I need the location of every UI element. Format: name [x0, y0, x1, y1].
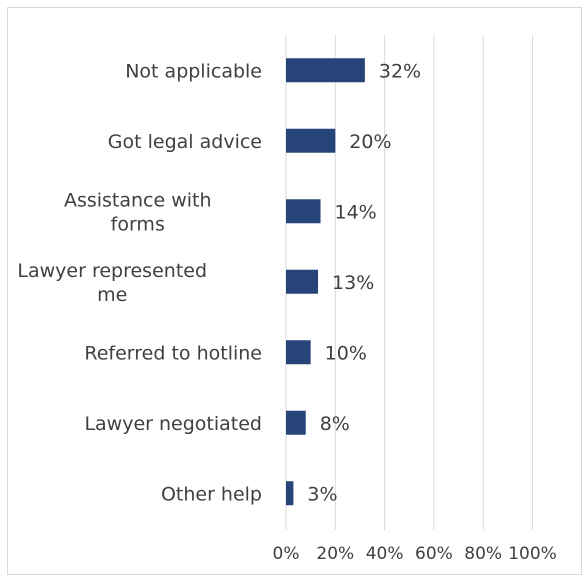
x-tick-label: 20% — [316, 544, 354, 564]
category-label: Not applicable — [125, 60, 262, 82]
data-label: 10% — [325, 342, 367, 364]
data-label: 14% — [335, 201, 377, 223]
category-label-line: Not applicable — [125, 60, 262, 82]
value-labels: 32% 20% 14% 13% 10% 8% 3% — [307, 60, 421, 505]
category-label-line: me — [97, 284, 127, 306]
category-label-line: Got legal advice — [108, 131, 262, 153]
category-label-line: Other help — [161, 483, 262, 505]
category-label: Assistance with forms — [64, 189, 212, 235]
bar — [286, 410, 306, 435]
x-tick-labels: 0% 20% 40% 60% 80% 100% — [273, 544, 557, 564]
category-label-line: Lawyer represented — [17, 260, 207, 282]
category-label: Lawyer negotiated — [84, 413, 262, 435]
bar — [286, 340, 311, 365]
x-tick-label: 40% — [366, 544, 404, 564]
gridlines — [285, 35, 533, 530]
category-label: Referred to hotline — [84, 342, 262, 364]
category-label-line: Assistance with — [64, 189, 212, 211]
data-label: 20% — [349, 131, 391, 153]
category-label-line: forms — [111, 213, 165, 235]
bar — [286, 269, 319, 294]
category-labels: Not applicable Got legal advice Assistance… — [17, 60, 262, 505]
bar — [286, 58, 365, 83]
data-label: 3% — [307, 483, 337, 505]
data-label: 32% — [379, 60, 421, 82]
bar — [286, 128, 336, 153]
bars — [286, 58, 365, 506]
x-tick-label: 100% — [508, 544, 557, 564]
category-label: Lawyer represented me — [17, 260, 207, 306]
category-label: Got legal advice — [108, 131, 262, 153]
category-label-line: Referred to hotline — [84, 342, 262, 364]
data-label: 8% — [320, 413, 350, 435]
bar — [286, 481, 294, 506]
category-label-line: Lawyer negotiated — [84, 413, 262, 435]
x-tick-label: 80% — [464, 544, 502, 564]
bar — [286, 199, 321, 224]
category-label: Other help — [161, 483, 262, 505]
data-label: 13% — [332, 272, 374, 294]
x-tick-label: 0% — [273, 544, 300, 564]
x-tick-label: 60% — [415, 544, 453, 564]
